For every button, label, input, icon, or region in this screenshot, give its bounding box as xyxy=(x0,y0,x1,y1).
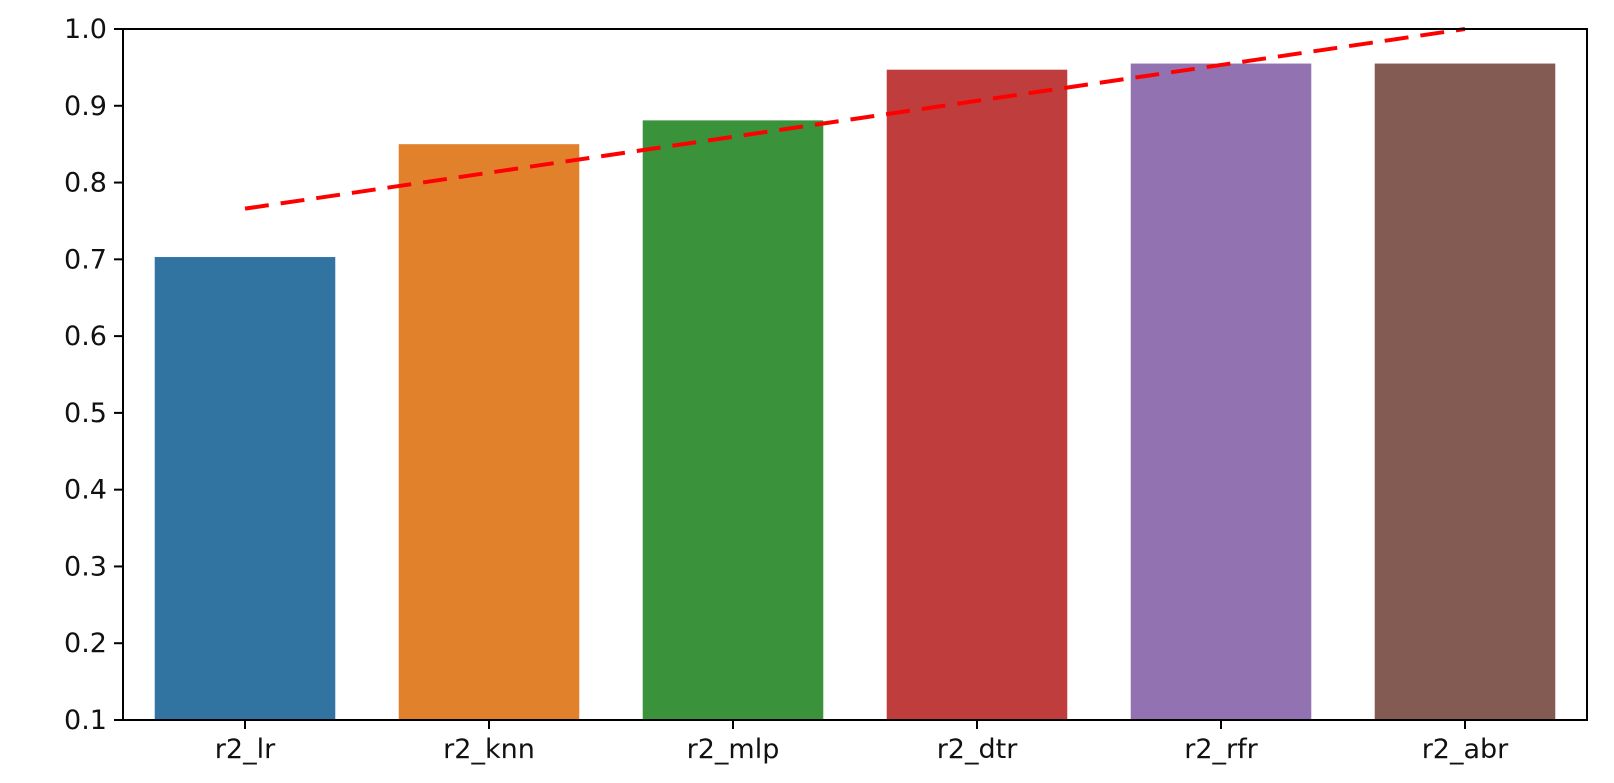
y-tick-label: 0.3 xyxy=(64,551,107,582)
bar-r2_dtr xyxy=(886,69,1068,721)
y-tick-label: 0.1 xyxy=(64,705,107,736)
y-tick-label: 0.4 xyxy=(64,475,107,506)
bars-group xyxy=(154,63,1556,721)
x-tick-label-r2_mlp: r2_mlp xyxy=(687,734,780,765)
bar-r2_lr xyxy=(154,257,336,720)
plot-frame xyxy=(122,28,1588,721)
y-tick-label: 0.2 xyxy=(64,628,107,659)
x-tick-label-r2_dtr: r2_dtr xyxy=(937,734,1019,765)
bar-r2_abr xyxy=(1374,63,1556,721)
trend-line-group xyxy=(244,27,1466,211)
bar-r2_rfr xyxy=(1130,63,1312,721)
y-tick-label: 0.9 xyxy=(64,91,107,122)
x-tick-label-r2_knn: r2_knn xyxy=(443,734,535,765)
y-tick-label: 0.7 xyxy=(64,244,107,275)
bar-r2_mlp xyxy=(642,120,824,721)
x-tick-label-r2_lr: r2_lr xyxy=(215,734,276,765)
x-tick-label-r2_abr: r2_abr xyxy=(1422,734,1509,765)
x-axis: r2_lr r2_knn r2_mlp r2_dtr r2_rfr r2_abr xyxy=(215,720,1509,765)
x-tick-label-r2_rfr: r2_rfr xyxy=(1184,734,1258,765)
trend-line xyxy=(244,27,1466,211)
y-tick-label: 0.8 xyxy=(64,168,107,199)
y-axis: 0.1 0.2 0.3 0.4 0.5 0.6 0.7 0.8 0.9 1.0 xyxy=(64,14,123,736)
y-tick-label: 0.5 xyxy=(64,398,107,429)
y-tick-label: 0.6 xyxy=(64,321,107,352)
y-tick-label: 1.0 xyxy=(64,14,107,45)
bar-r2_knn xyxy=(398,144,580,720)
